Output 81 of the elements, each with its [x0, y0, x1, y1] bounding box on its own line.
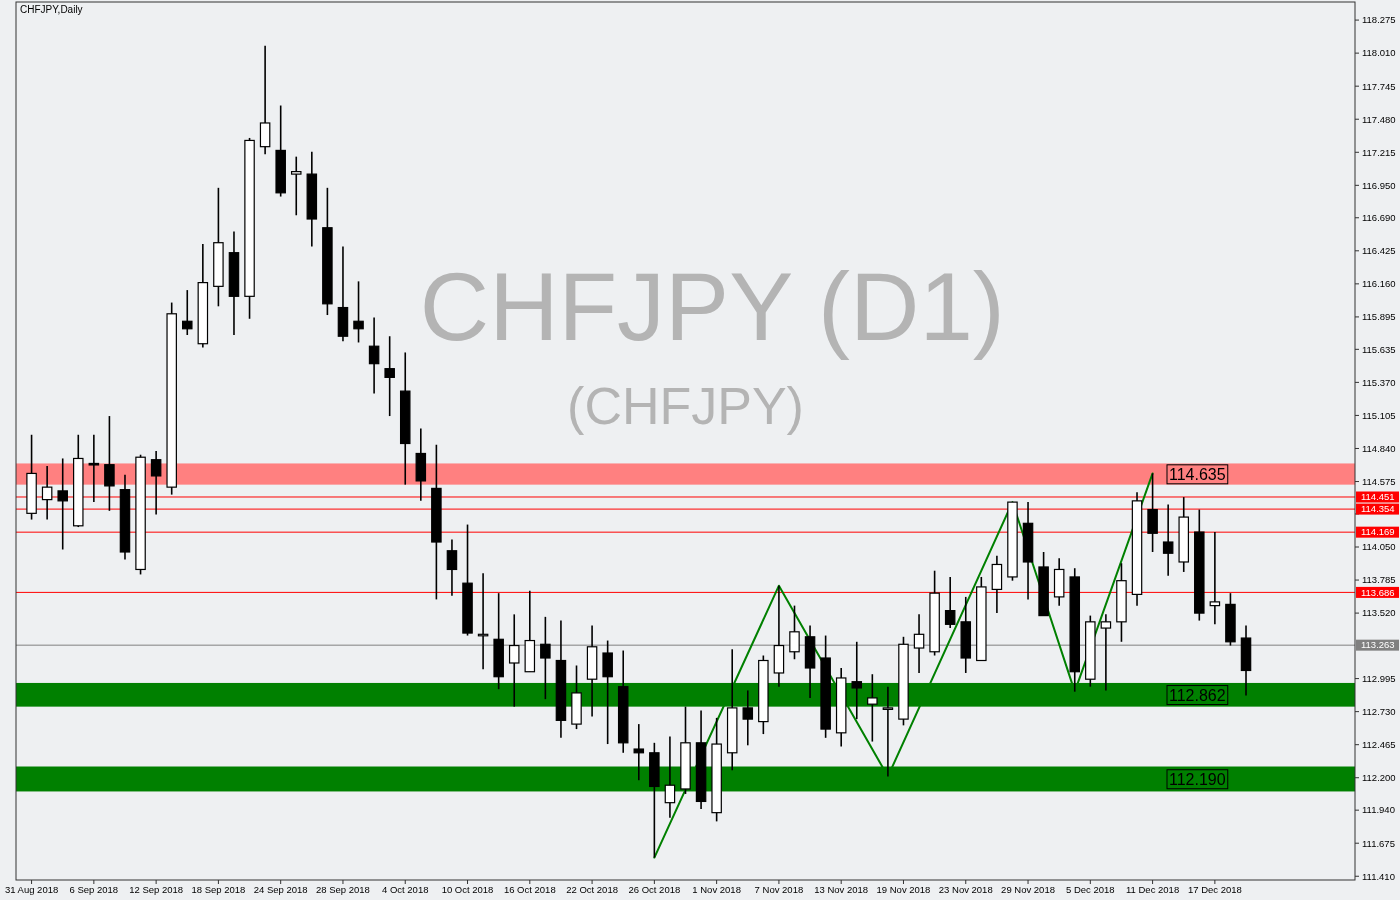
- y-tick-label: 114.050: [1362, 541, 1396, 553]
- annotation: CHFJPY (D1): [419, 253, 1005, 361]
- candlestick: [1147, 472, 1158, 553]
- x-tick-label: 28 Sep 2018: [316, 884, 370, 895]
- x-tick-label: 17 Dec 2018: [1187, 884, 1242, 895]
- annotation: (CHFJPY): [567, 377, 804, 436]
- candlestick: [150, 450, 162, 516]
- y-tick-label: 112.200: [1362, 772, 1396, 784]
- x-tick-label: 4 Oct 2018: [382, 884, 429, 895]
- y-tick-label: 111.675: [1362, 837, 1395, 849]
- ref-line-label: 113.686: [1361, 586, 1395, 598]
- candlestick: [88, 433, 100, 503]
- candlestick: [742, 689, 754, 747]
- candlestick: [104, 415, 115, 512]
- candlestick: [57, 457, 68, 551]
- x-tick-label: 13 Nov 2018: [814, 884, 869, 895]
- x-tick-label: 18 Sep 2018: [191, 884, 246, 895]
- candlestick: [664, 735, 676, 819]
- y-tick-label: 118.275: [1362, 14, 1396, 26]
- candlestick: [41, 465, 53, 521]
- y-tick-label: 112.465: [1362, 739, 1396, 751]
- candlestick: [602, 639, 613, 745]
- candlestick: [368, 316, 380, 395]
- y-tick-label: 117.480: [1362, 113, 1396, 125]
- candlestick: [508, 613, 520, 708]
- y-tick-label: 116.690: [1362, 212, 1396, 224]
- candlestick: [913, 613, 925, 674]
- y-tick-label: 118.010: [1362, 47, 1396, 59]
- y-tick-label: 114.840: [1362, 442, 1396, 454]
- y-tick-label: 115.635: [1362, 343, 1396, 355]
- candlestick: [290, 155, 302, 217]
- x-tick-label: 22 Oct 2018: [566, 884, 618, 895]
- candlestick: [867, 673, 878, 743]
- y-tick-label: 112.730: [1362, 705, 1396, 717]
- x-tick-label: 10 Oct 2018: [441, 884, 494, 895]
- ref-line-label: 114.169: [1361, 526, 1395, 538]
- candlestick: [259, 44, 271, 155]
- y-tick-label: 111.940: [1362, 804, 1395, 816]
- x-tick-label: 6 Sep 2018: [69, 884, 119, 895]
- candlestick: [384, 335, 395, 417]
- x-tick-label: 12 Sep 2018: [129, 884, 184, 895]
- y-tick-label: 112.995: [1362, 672, 1396, 684]
- x-tick-label: 31 Aug 2018: [4, 884, 59, 895]
- x-tick-label: 24 Sep 2018: [253, 884, 308, 895]
- y-tick-label: 111.410: [1362, 870, 1395, 882]
- y-tick-label: 116.425: [1362, 245, 1396, 257]
- x-tick-label: 7 Nov 2018: [754, 884, 804, 895]
- ref-line-label: 114.354: [1361, 503, 1395, 515]
- x-tick-label: 29 Nov 2018: [1001, 884, 1055, 895]
- x-tick-label: 23 Nov 2018: [938, 884, 993, 895]
- x-tick-label: 19 Nov 2018: [876, 884, 931, 895]
- candlestick: [882, 685, 894, 778]
- chart-title: CHFJPY,Daily: [20, 4, 83, 15]
- y-tick-label: 115.895: [1362, 311, 1396, 323]
- y-tick-label: 113.520: [1362, 607, 1396, 619]
- x-tick-label: 1 Nov 2018: [692, 884, 741, 895]
- candlestick: [944, 576, 956, 629]
- x-tick-label: 5 Dec 2018: [1066, 884, 1115, 895]
- y-tick-label: 116.950: [1362, 179, 1396, 191]
- y-tick-label: 115.105: [1362, 409, 1396, 421]
- x-tick-label: 16 Oct 2018: [503, 884, 556, 895]
- candlestick: [353, 280, 364, 344]
- candlestick: [540, 616, 551, 700]
- candlestick: [1100, 613, 1112, 692]
- ref-line-label: 113.263: [1361, 639, 1395, 651]
- candlestick: [1209, 531, 1221, 626]
- candlestick: [789, 604, 800, 661]
- candlestick: [182, 289, 193, 336]
- candlestick: [851, 640, 863, 720]
- y-tick-label: 113.785: [1362, 574, 1396, 586]
- candlestick: [633, 723, 645, 782]
- candlestick: [1162, 503, 1174, 577]
- y-tick-label: 117.215: [1362, 146, 1396, 158]
- x-tick-label: 11 Dec 2018: [1126, 884, 1180, 895]
- x-tick-label: 26 Oct 2018: [628, 884, 681, 895]
- candlestick: [446, 538, 458, 597]
- y-tick-label: 117.745: [1362, 80, 1396, 92]
- y-tick-label: 116.160: [1362, 278, 1396, 290]
- y-tick-label: 115.370: [1362, 376, 1396, 388]
- ref-line-label: 114.451: [1361, 491, 1395, 503]
- y-tick-label: 114.575: [1362, 475, 1396, 487]
